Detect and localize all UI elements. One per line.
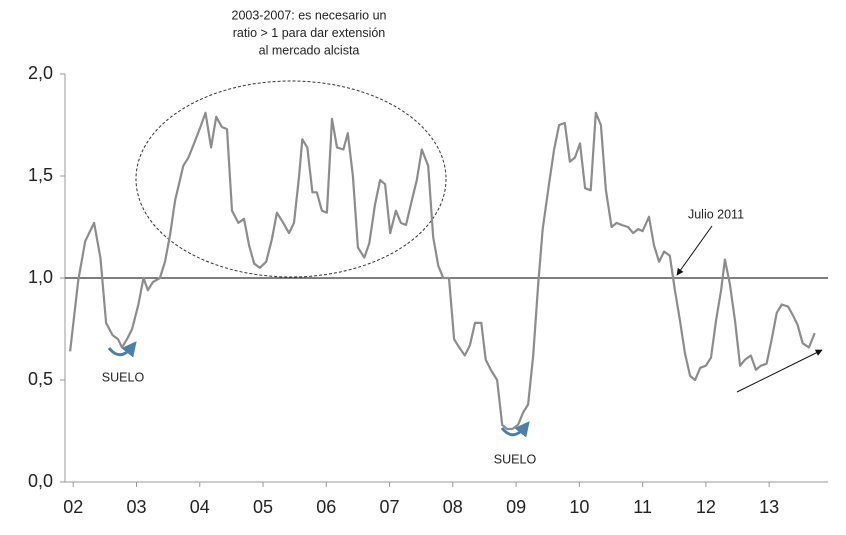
highlight-ellipse: [135, 80, 447, 278]
x-tick-label: 02: [63, 497, 83, 517]
y-tick-label: 1,5: [28, 165, 53, 185]
annotation: Julio 2011: [688, 207, 744, 221]
x-tick-label: 07: [380, 497, 400, 517]
x-tick-label: 10: [569, 497, 589, 517]
bottom-arrow: [500, 421, 530, 438]
y-tick-label: 0,5: [28, 369, 53, 389]
x-tick-label: 11: [633, 497, 652, 517]
x-tick-label: 05: [253, 497, 273, 517]
annotation: SUELO: [102, 370, 145, 384]
pointer-arrow: [676, 225, 713, 276]
x-tick-label: 09: [506, 497, 526, 517]
bottom-arrow: [107, 341, 137, 358]
x-tick-label: 13: [759, 497, 779, 517]
y-tick-label: 1,0: [28, 267, 53, 287]
x-tick-label: 08: [443, 497, 463, 517]
annotation: SUELO: [494, 452, 537, 466]
data-line: [69, 111, 816, 431]
x-tick-label: 04: [190, 497, 210, 517]
annotation: 2003-2007: es necesario un: [232, 8, 387, 22]
trend-arrow: [736, 349, 823, 393]
x-tick-label: 12: [696, 497, 716, 517]
y-tick-label: 0,0: [28, 471, 53, 491]
y-tick-label: 2,0: [28, 63, 53, 83]
annotation: al mercado alcista: [259, 43, 360, 57]
annotation: ratio > 1 para dar extensión: [233, 26, 386, 40]
x-tick-label: 06: [316, 497, 336, 517]
x-tick-label: 03: [126, 497, 146, 517]
